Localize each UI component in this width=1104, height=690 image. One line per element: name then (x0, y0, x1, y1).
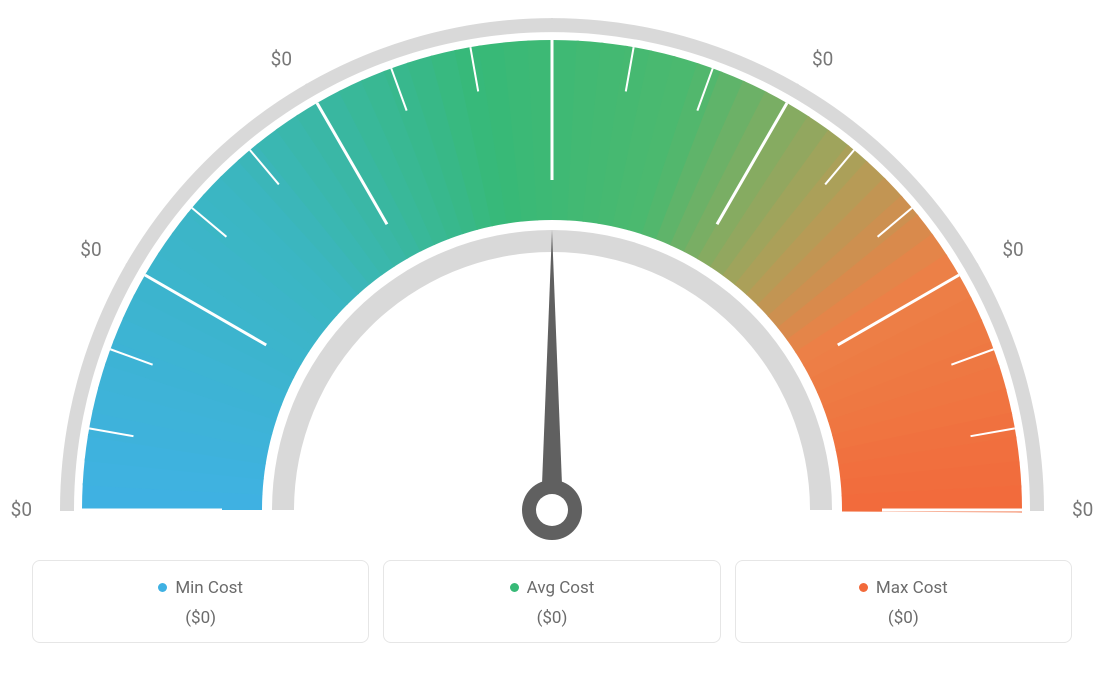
tick-label: $0 (541, 0, 562, 1)
legend-dot-min (158, 583, 167, 592)
tick-label: $0 (812, 48, 833, 71)
legend-value-max: ($0) (746, 608, 1061, 628)
legend-value-avg: ($0) (394, 608, 709, 628)
legend-value-min: ($0) (43, 608, 358, 628)
legend-title-max: Max Cost (859, 578, 948, 598)
cost-gauge: $0 $0 $0 $0 $0 $0 $0 (0, 0, 1104, 560)
legend-title-avg: Avg Cost (510, 578, 595, 598)
tick-label: $0 (11, 498, 32, 521)
tick-label: $0 (271, 48, 292, 71)
tick-label: $0 (1072, 498, 1093, 521)
needle-hub-inner (536, 494, 568, 526)
legend-label-min: Min Cost (175, 578, 243, 598)
legend-card-avg: Avg Cost ($0) (383, 560, 720, 643)
gauge-needle (541, 230, 563, 510)
gauge-svg: $0 $0 $0 $0 $0 $0 $0 (0, 0, 1104, 560)
legend-label-max: Max Cost (876, 578, 948, 598)
legend-card-max: Max Cost ($0) (735, 560, 1072, 643)
legend-dot-avg (510, 583, 519, 592)
legend-row: Min Cost ($0) Avg Cost ($0) Max Cost ($0… (32, 560, 1072, 643)
tick-label: $0 (1002, 238, 1023, 261)
legend-label-avg: Avg Cost (527, 578, 595, 598)
legend-card-min: Min Cost ($0) (32, 560, 369, 643)
legend-dot-max (859, 583, 868, 592)
legend-title-min: Min Cost (158, 578, 243, 598)
tick-label: $0 (80, 238, 101, 261)
